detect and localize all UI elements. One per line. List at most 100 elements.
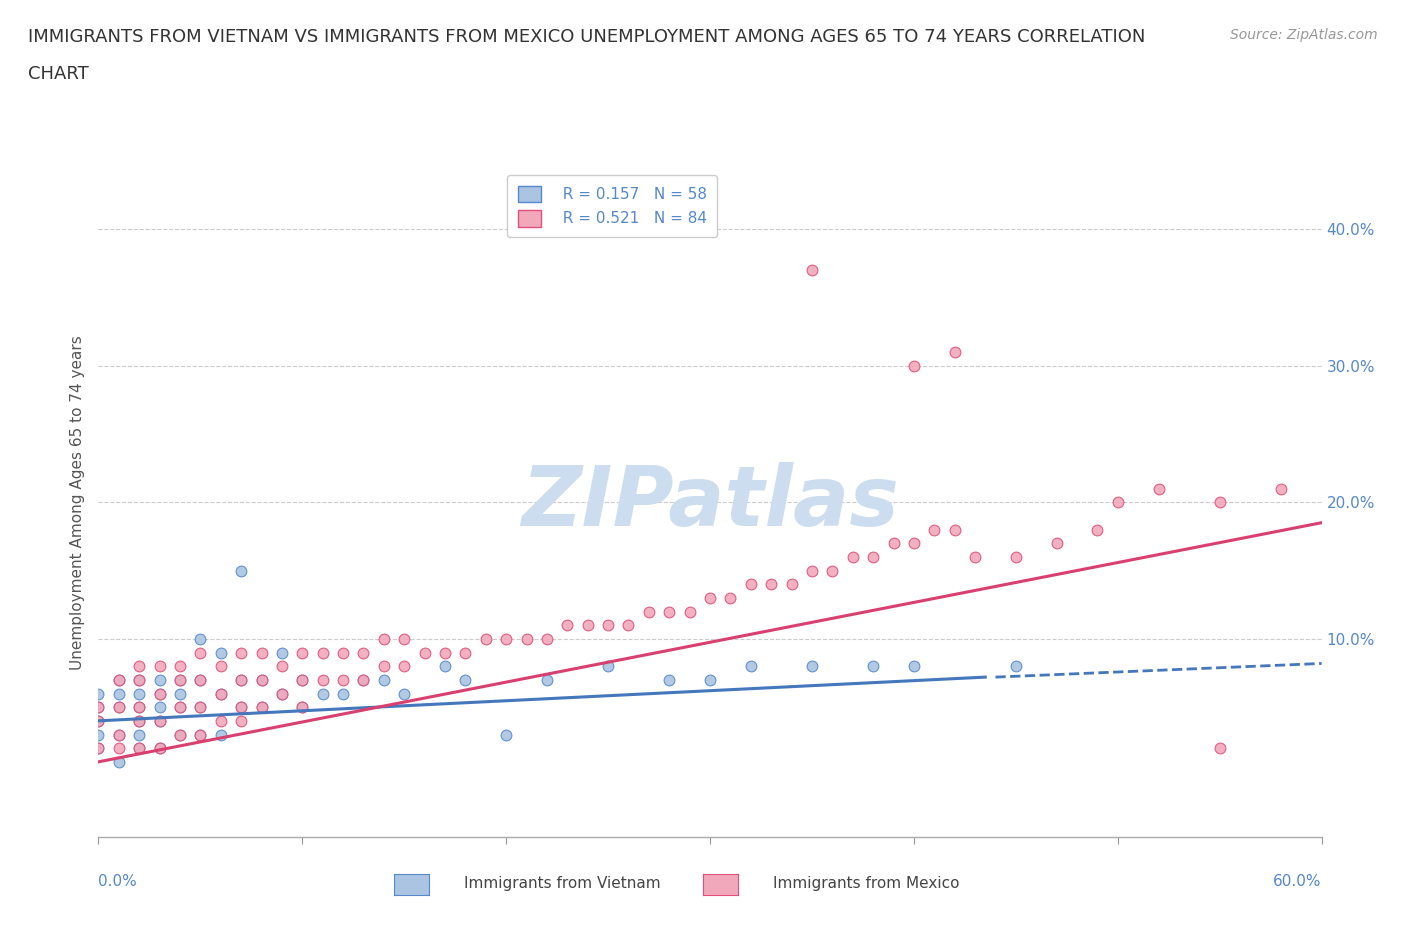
Point xyxy=(434,658,457,673)
Point xyxy=(536,672,558,687)
Point xyxy=(270,658,294,673)
Point xyxy=(821,563,844,578)
Point xyxy=(128,740,150,755)
Point xyxy=(434,645,457,660)
Point xyxy=(740,577,762,591)
Point xyxy=(128,713,150,728)
Point xyxy=(149,686,172,701)
Point xyxy=(188,727,212,742)
Point xyxy=(598,658,620,673)
Point xyxy=(149,740,172,755)
Point xyxy=(718,591,742,605)
Point xyxy=(149,658,172,673)
Point xyxy=(291,699,314,714)
Point xyxy=(1085,522,1108,537)
Point xyxy=(454,672,477,687)
Point xyxy=(188,672,212,687)
Text: 60.0%: 60.0% xyxy=(1274,874,1322,889)
Point xyxy=(108,754,131,769)
Point xyxy=(169,727,191,742)
Point xyxy=(128,686,150,701)
Point xyxy=(188,699,212,714)
Point xyxy=(1209,495,1232,510)
Point xyxy=(1107,495,1129,510)
Point xyxy=(87,713,110,728)
Point xyxy=(841,550,863,565)
Point xyxy=(801,262,824,277)
Point xyxy=(128,727,150,742)
Point xyxy=(87,727,110,742)
Text: Immigrants from Vietnam: Immigrants from Vietnam xyxy=(464,876,661,891)
Point xyxy=(188,672,212,687)
Point xyxy=(169,699,191,714)
Point xyxy=(209,686,232,701)
Point xyxy=(536,631,558,646)
Point xyxy=(108,699,131,714)
Point xyxy=(128,672,150,687)
Point xyxy=(188,645,212,660)
Point xyxy=(922,522,945,537)
Point xyxy=(108,672,131,687)
Point xyxy=(291,699,314,714)
Point xyxy=(373,631,395,646)
Point xyxy=(598,618,620,632)
Point xyxy=(1147,481,1170,496)
Point xyxy=(413,645,436,660)
Point xyxy=(209,713,232,728)
Point xyxy=(555,618,579,632)
Point xyxy=(965,550,987,565)
Point xyxy=(1004,550,1026,565)
Point xyxy=(149,713,172,728)
Point xyxy=(312,672,335,687)
Point xyxy=(474,631,498,646)
Point xyxy=(149,740,172,755)
Point xyxy=(392,686,416,701)
Point xyxy=(87,740,110,755)
Point xyxy=(250,672,273,687)
Point xyxy=(1004,658,1026,673)
Point xyxy=(658,672,681,687)
Point xyxy=(862,658,884,673)
Point xyxy=(209,727,232,742)
Point xyxy=(617,618,640,632)
Point xyxy=(87,740,110,755)
Point xyxy=(128,699,150,714)
Point xyxy=(454,645,477,660)
Point xyxy=(188,699,212,714)
Point xyxy=(128,672,150,687)
Point xyxy=(128,699,150,714)
Point xyxy=(270,686,294,701)
Point xyxy=(250,699,273,714)
Point xyxy=(332,686,354,701)
Legend:   R = 0.157   N = 58,   R = 0.521   N = 84: R = 0.157 N = 58, R = 0.521 N = 84 xyxy=(508,175,717,237)
Point xyxy=(231,699,253,714)
Point xyxy=(332,672,354,687)
Point xyxy=(169,686,191,701)
Point xyxy=(903,358,925,373)
Point xyxy=(231,699,253,714)
Point xyxy=(780,577,803,591)
Point xyxy=(169,727,191,742)
Point xyxy=(108,727,131,742)
Point xyxy=(188,631,212,646)
Point xyxy=(270,645,294,660)
Point xyxy=(128,740,150,755)
Point xyxy=(149,699,172,714)
Point xyxy=(231,645,253,660)
Y-axis label: Unemployment Among Ages 65 to 74 years: Unemployment Among Ages 65 to 74 years xyxy=(69,335,84,670)
Point xyxy=(392,631,416,646)
Point xyxy=(943,522,966,537)
Point xyxy=(291,672,314,687)
Point xyxy=(87,699,110,714)
Point xyxy=(231,672,253,687)
Point xyxy=(149,672,172,687)
Point xyxy=(209,686,232,701)
Point xyxy=(516,631,538,646)
Point xyxy=(495,727,517,742)
Point xyxy=(169,672,191,687)
Point xyxy=(250,672,273,687)
Point xyxy=(637,604,661,619)
Point xyxy=(108,727,131,742)
Point xyxy=(169,699,191,714)
Point xyxy=(373,672,395,687)
